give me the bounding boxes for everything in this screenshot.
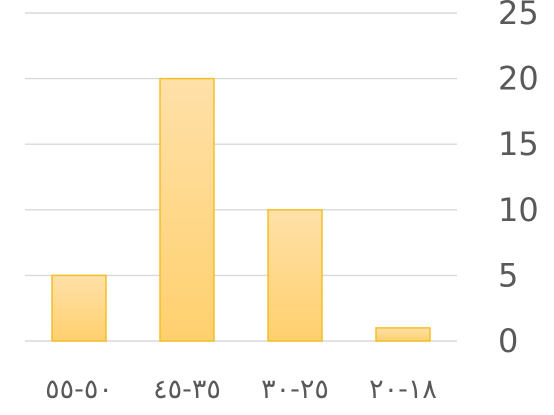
x-tick-label: ٢٥-٣٠ <box>261 374 329 405</box>
y-tick-label: 15 <box>498 125 539 163</box>
bar-1 <box>267 209 323 342</box>
y-tick-label: 25 <box>498 0 539 32</box>
y-tick-label: 5 <box>498 256 518 294</box>
x-axis-ticks: ١٨-٢٠ ٢٥-٣٠ ٣٥-٤٥ ٥٠-٥٥ <box>45 374 437 405</box>
bar-2 <box>159 77 215 342</box>
x-tick-label: ٥٠-٥٥ <box>45 374 113 405</box>
bar-3 <box>51 274 107 342</box>
x-tick-label: ٣٥-٤٥ <box>153 374 221 405</box>
y-axis-ticks: 0 5 10 15 20 25 <box>498 0 539 360</box>
x-tick-label: ١٨-٢٠ <box>369 374 437 405</box>
y-tick-label: 0 <box>498 322 518 360</box>
y-tick-label: 10 <box>498 191 539 229</box>
bar-0 <box>375 327 431 342</box>
bars <box>51 77 431 342</box>
y-tick-label: 20 <box>498 60 539 98</box>
